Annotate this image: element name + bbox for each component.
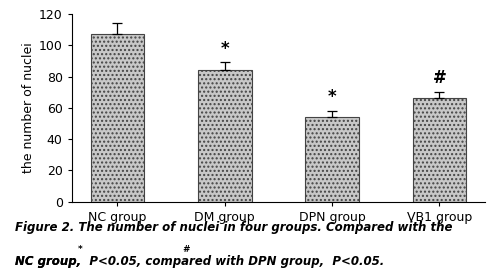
Y-axis label: the number of nuclei: the number of nuclei xyxy=(22,43,35,173)
Text: *: * xyxy=(328,88,337,106)
Text: NC group,: NC group, xyxy=(15,255,85,268)
Bar xyxy=(198,70,251,202)
Text: #: # xyxy=(182,245,189,254)
Bar xyxy=(305,117,359,202)
Text: #: # xyxy=(433,69,446,87)
Bar xyxy=(413,99,466,202)
Text: NC group,  P<0.05, compared with DPN group,  P<0.05.: NC group, P<0.05, compared with DPN grou… xyxy=(15,255,384,268)
Bar xyxy=(91,34,144,202)
Text: *: * xyxy=(78,245,83,254)
Text: Figure 2. The number of nuclei in four groups. Compared with the: Figure 2. The number of nuclei in four g… xyxy=(15,221,452,234)
Text: *: * xyxy=(220,40,229,58)
